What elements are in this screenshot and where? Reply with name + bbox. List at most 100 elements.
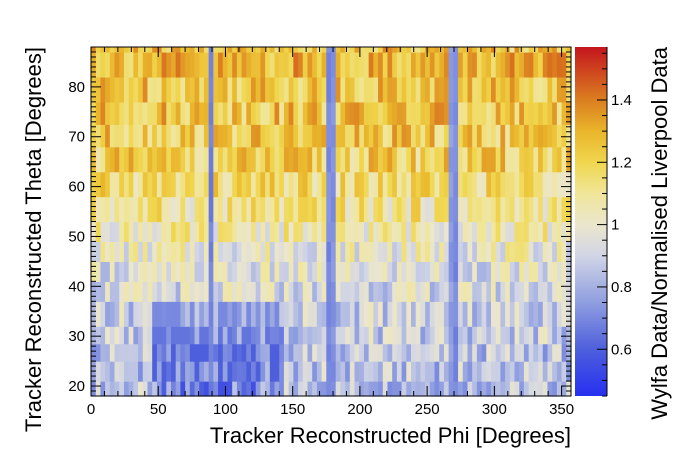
heatmap-cell xyxy=(363,361,370,382)
heatmap-cell xyxy=(523,171,530,198)
heatmap-cell xyxy=(147,196,153,223)
heatmap-cell xyxy=(359,241,365,262)
heatmap-cell xyxy=(443,301,450,327)
heatmap-cell xyxy=(561,326,567,345)
heatmap-cell xyxy=(566,381,572,397)
heatmap-cell xyxy=(189,301,196,327)
heatmap-cell xyxy=(260,326,266,345)
heatmap-cell xyxy=(415,196,422,223)
heatmap-cell xyxy=(429,124,436,148)
heatmap-cell xyxy=(533,51,539,78)
heatmap-cell xyxy=(175,221,182,243)
heatmap-cell xyxy=(425,326,431,345)
heatmap-cell xyxy=(401,261,407,282)
heatmap-cell xyxy=(415,171,422,198)
heatmap-cell xyxy=(109,101,116,125)
heatmap-cell xyxy=(458,146,464,173)
heatmap-cell xyxy=(227,261,233,282)
heatmap-cell xyxy=(462,146,469,173)
heatmap-cell xyxy=(185,343,191,362)
heatmap-cell xyxy=(396,361,403,382)
heatmap-cell xyxy=(269,381,276,397)
heatmap-cell xyxy=(538,241,544,262)
heatmap-cell xyxy=(340,381,346,397)
heatmap-cell xyxy=(302,301,309,327)
heatmap-cell xyxy=(326,343,332,362)
heatmap-cell xyxy=(406,241,412,262)
heatmap-cell xyxy=(180,196,186,223)
heatmap-cell xyxy=(138,196,144,223)
heatmap-cell xyxy=(443,76,450,103)
heatmap-cell xyxy=(105,281,111,302)
heatmap-cell xyxy=(180,381,186,397)
heatmap-cell xyxy=(420,343,426,362)
heatmap-cell xyxy=(180,281,186,302)
heatmap-cell xyxy=(425,381,431,397)
heatmap-cell xyxy=(505,361,511,382)
heatmap-cell xyxy=(236,343,243,362)
heatmap-cell xyxy=(194,171,200,198)
heatmap-cell xyxy=(222,51,229,78)
heatmap-cell xyxy=(288,101,294,125)
heatmap-cell xyxy=(349,47,356,53)
heatmap-cell xyxy=(392,326,398,345)
heatmap-cell xyxy=(439,196,445,223)
y-tick-label: 60 xyxy=(68,179,85,196)
heatmap-cell xyxy=(439,281,445,302)
heatmap-cell xyxy=(208,146,214,173)
heatmap-cell xyxy=(547,171,553,198)
heatmap-cell xyxy=(213,76,219,103)
heatmap-cell xyxy=(335,343,342,362)
heatmap-cell xyxy=(359,171,365,198)
heatmap-cell xyxy=(246,51,252,78)
heatmap-cell xyxy=(185,171,191,198)
heatmap-cell xyxy=(199,361,205,382)
heatmap-cell xyxy=(495,47,502,53)
heatmap-cell xyxy=(246,261,252,282)
heatmap-cell xyxy=(528,171,534,198)
heatmap-cell xyxy=(491,241,497,262)
heatmap-cell xyxy=(222,326,229,345)
heatmap-cell xyxy=(288,51,294,78)
heatmap-cell xyxy=(406,196,412,223)
heatmap-cell xyxy=(175,361,182,382)
heatmap-cell xyxy=(368,101,374,125)
heatmap-cell xyxy=(260,47,266,53)
heatmap-cell xyxy=(269,343,276,362)
heatmap-cell xyxy=(114,171,120,198)
heatmap-cell xyxy=(429,281,436,302)
heatmap-cell xyxy=(194,221,200,243)
heatmap-cell xyxy=(109,326,116,345)
heatmap-cell xyxy=(467,381,473,397)
heatmap-cell xyxy=(302,51,309,78)
heatmap-cell xyxy=(561,51,567,78)
heatmap-cell xyxy=(354,101,360,125)
heatmap-cell xyxy=(378,47,384,53)
heatmap-cell xyxy=(142,171,149,198)
heatmap-cell xyxy=(359,281,365,302)
heatmap-cell xyxy=(373,301,379,327)
y-tick-label: 70 xyxy=(68,129,85,146)
heatmap-cell xyxy=(283,171,290,198)
heatmap-cell xyxy=(302,281,309,302)
heatmap-cell xyxy=(429,326,436,345)
heatmap-cell xyxy=(232,76,238,103)
heatmap-cell xyxy=(326,196,332,223)
heatmap-cell xyxy=(556,301,563,327)
heatmap-cell xyxy=(519,221,525,243)
heatmap-cell xyxy=(401,326,407,345)
heatmap-cell xyxy=(326,101,332,125)
heatmap-cell xyxy=(382,124,389,148)
heatmap-cell xyxy=(429,196,436,223)
heatmap-cell xyxy=(203,301,210,327)
heatmap-cell xyxy=(500,171,506,198)
heatmap-cell xyxy=(349,146,356,173)
heatmap-cell xyxy=(462,171,469,198)
heatmap-cell xyxy=(354,343,360,362)
heatmap-cell xyxy=(387,381,393,397)
heatmap-cell xyxy=(462,221,469,243)
heatmap-cell xyxy=(109,281,116,302)
heatmap-cell xyxy=(138,51,144,78)
heatmap-cell xyxy=(519,343,525,362)
heatmap-cell xyxy=(547,241,553,262)
